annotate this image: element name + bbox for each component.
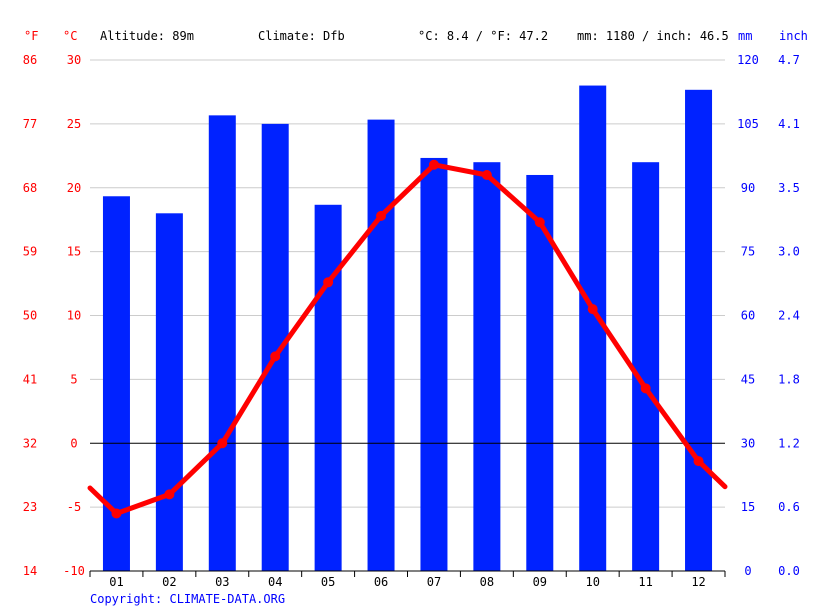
mm-tick-label: 60 [741, 309, 755, 323]
inch-tick-label: 4.7 [778, 53, 800, 67]
left-axis: 30 86 25 77 20 68 15 59 10 50 5 41 0 32 -5 23 -10 14 [23, 53, 85, 578]
fahrenheit-tick-label: 23 [23, 500, 37, 514]
celsius-tick-label: 20 [67, 181, 81, 195]
precipitation-bar [685, 89, 713, 571]
celsius-unit-label: °C [63, 29, 77, 43]
temperature-point [376, 210, 387, 221]
temperature-point [693, 456, 704, 467]
climate-label: Climate: Dfb [258, 29, 345, 43]
inch-tick-label: 1.8 [778, 372, 800, 386]
month-label: 01 [109, 575, 123, 589]
mm-tick-label: 45 [741, 372, 755, 386]
temperature-line-group [87, 159, 728, 519]
grid-lines [90, 59, 725, 572]
fahrenheit-tick-label: 41 [23, 372, 37, 386]
precipitation-bar [314, 204, 342, 572]
chart-header: °F °C Altitude: 89m Climate: Dfb °C: 8.4… [24, 29, 808, 43]
month-label: 02 [162, 575, 176, 589]
month-label: 11 [638, 575, 652, 589]
celsius-tick-label: -5 [67, 500, 81, 514]
mm-tick-label: 105 [737, 117, 759, 131]
temperature-point [323, 277, 334, 288]
x-axis: 01 02 03 04 05 06 07 08 09 10 11 12 [89, 570, 726, 589]
inch-unit-label: inch [779, 29, 808, 43]
mm-tick-label: 15 [741, 500, 755, 514]
inch-tick-label: 0.6 [778, 500, 800, 514]
temperature-point [534, 217, 545, 228]
month-label: 07 [427, 575, 441, 589]
precipitation-bar [208, 115, 236, 571]
fahrenheit-tick-label: 14 [23, 564, 37, 578]
month-label: 10 [585, 575, 599, 589]
month-label: 06 [374, 575, 388, 589]
precipitation-bar [632, 162, 660, 571]
right-axis: 120 4.7 105 4.1 90 3.5 75 3.0 60 2.4 45 1.8 30 1.2 15 0… [737, 53, 800, 578]
temperature-point [270, 351, 281, 362]
mm-tick-label: 0 [744, 564, 751, 578]
precipitation-bar [155, 213, 183, 572]
mm-unit-label: mm [738, 29, 752, 43]
fahrenheit-tick-label: 32 [23, 436, 37, 450]
temperature-point [164, 489, 175, 500]
mm-tick-label: 90 [741, 181, 755, 195]
inch-tick-label: 2.4 [778, 309, 800, 323]
precipitation-bar [367, 119, 395, 571]
mm-tick-label: 75 [741, 245, 755, 259]
month-label: 03 [215, 575, 229, 589]
mm-tick-label: 30 [741, 436, 755, 450]
precipitation-bar [420, 157, 448, 572]
celsius-tick-label: -10 [63, 564, 85, 578]
fahrenheit-unit-label: °F [24, 29, 38, 43]
month-label: 08 [480, 575, 494, 589]
fahrenheit-tick-label: 86 [23, 53, 37, 67]
celsius-tick-label: 0 [70, 436, 77, 450]
month-label: 09 [533, 575, 547, 589]
precipitation-bar [579, 85, 607, 572]
fahrenheit-tick-label: 50 [23, 309, 37, 323]
month-label: 05 [321, 575, 335, 589]
month-label: 12 [691, 575, 705, 589]
temperature-point [640, 383, 651, 394]
celsius-tick-label: 15 [67, 245, 81, 259]
temperature-point [217, 438, 228, 449]
celsius-tick-label: 5 [70, 372, 77, 386]
precipitation-bar [473, 162, 501, 571]
fahrenheit-tick-label: 77 [23, 117, 37, 131]
copyright-text: Copyright: CLIMATE-DATA.ORG [90, 592, 286, 606]
fahrenheit-tick-label: 59 [23, 245, 37, 259]
temperature-point [587, 304, 598, 315]
celsius-tick-label: 30 [67, 53, 81, 67]
fahrenheit-tick-label: 68 [23, 181, 37, 195]
temperature-line [87, 162, 728, 516]
inch-tick-label: 1.2 [778, 436, 800, 450]
altitude-label: Altitude: 89m [100, 29, 194, 43]
inch-tick-label: 3.5 [778, 181, 800, 195]
celsius-tick-label: 10 [67, 309, 81, 323]
temperature-point [481, 169, 492, 180]
inch-tick-label: 4.1 [778, 117, 800, 131]
precipitation-bars [102, 85, 713, 572]
precipitation-total-label: mm: 1180 / inch: 46.5 [577, 29, 729, 43]
temperature-point [428, 159, 439, 170]
temperature-point [111, 508, 122, 519]
celsius-tick-label: 25 [67, 117, 81, 131]
mm-tick-label: 120 [737, 53, 759, 67]
average-temperature-label: °C: 8.4 / °F: 47.2 [418, 29, 548, 43]
month-label: 04 [268, 575, 282, 589]
inch-tick-label: 0.0 [778, 564, 800, 578]
inch-tick-label: 3.0 [778, 245, 800, 259]
